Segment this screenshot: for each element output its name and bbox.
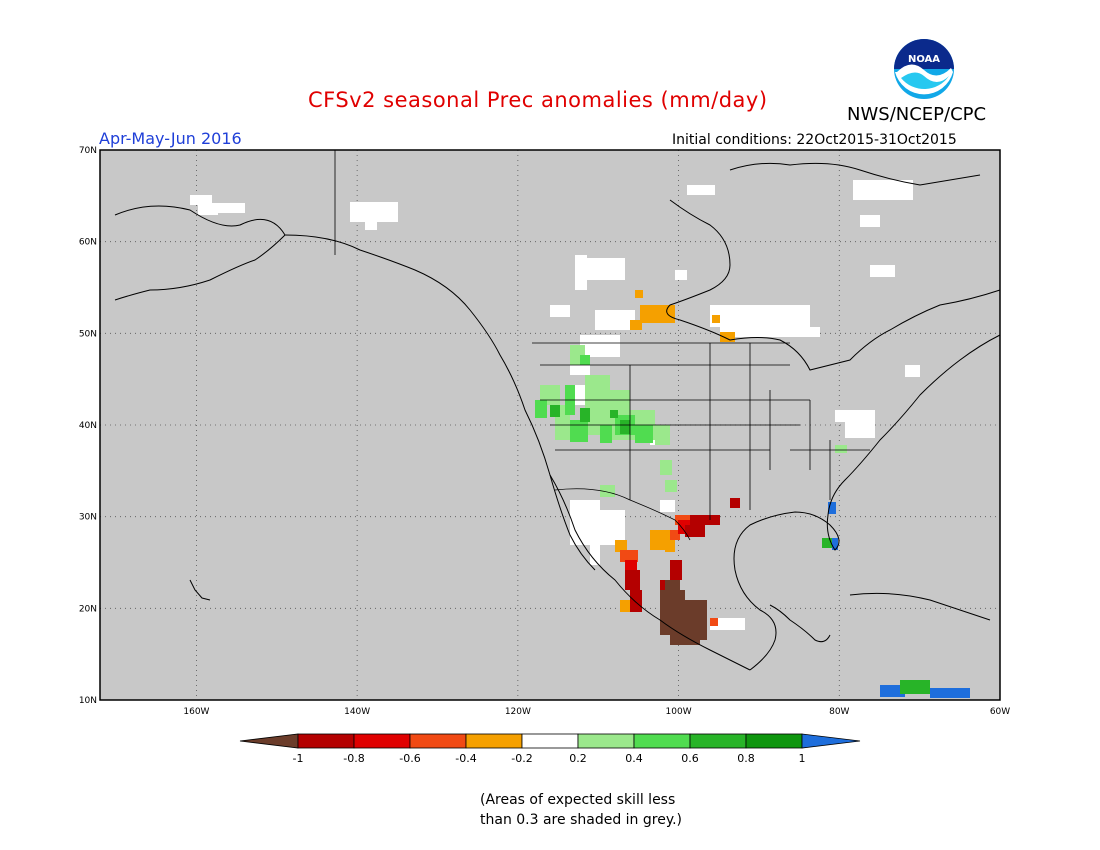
legend-box <box>689 733 747 749</box>
legend-box <box>745 733 803 749</box>
logo-text: NOAA <box>908 54 940 65</box>
legend-label: 0.6 <box>681 752 699 765</box>
lat-tick-label: 50N <box>79 329 97 339</box>
legend-arrow-high <box>801 733 861 749</box>
legend-label: -0.2 <box>511 752 532 765</box>
axis-labels: 160W 140W 120W 100W 80W 60W 70N 60N 50N 40N 30N 20N… <box>79 146 1010 717</box>
legend-label: 1 <box>799 752 806 765</box>
precip-anomaly-map: 160W 140W 120W 100W 80W 60W 70N 60N 50N 40N 30N 20N… <box>79 146 1010 717</box>
lon-tick-label: 100W <box>666 707 692 717</box>
legend-box <box>577 733 635 749</box>
lat-tick-label: 30N <box>79 513 97 523</box>
lat-tick-label: 60N <box>79 238 97 248</box>
chart-title: CFSv2 seasonal Prec anomalies (mm/day) <box>308 88 768 112</box>
lat-tick-label: 70N <box>79 146 97 156</box>
legend-label: -0.8 <box>343 752 364 765</box>
skill-note-line2: than 0.3 are shaded in grey.) <box>480 812 683 828</box>
lon-tick-label: 160W <box>183 707 209 717</box>
legend-label: 0.4 <box>625 752 643 765</box>
noaa-logo-icon: NOAA <box>894 39 954 99</box>
legend-label: -0.6 <box>399 752 420 765</box>
legend-box <box>521 733 579 749</box>
legend-box <box>465 733 523 749</box>
legend-box <box>353 733 411 749</box>
legend-box <box>297 733 355 749</box>
lat-tick-label: 10N <box>79 696 97 706</box>
lon-tick-label: 120W <box>505 707 531 717</box>
borders <box>334 150 870 541</box>
legend-label: -0.4 <box>455 752 476 765</box>
lat-tick-label: 20N <box>79 604 97 614</box>
legend-arrow-low <box>239 733 299 749</box>
legend-label: 0.8 <box>737 752 755 765</box>
lat-tick-label: 40N <box>79 421 97 431</box>
lon-tick-label: 60W <box>990 707 1010 717</box>
legend-label: 0.2 <box>569 752 587 765</box>
legend-box <box>633 733 691 749</box>
coastlines <box>114 162 1001 671</box>
map-border <box>99 149 1001 701</box>
season-label: Apr-May-Jun 2016 <box>99 129 242 148</box>
initial-conditions-label: Initial conditions: 22Oct2015-31Oct2015 <box>672 132 957 148</box>
legend-label: -1 <box>293 752 304 765</box>
lon-tick-label: 140W <box>344 707 370 717</box>
skill-note-line1: (Areas of expected skill less <box>480 792 676 808</box>
lon-tick-label: 80W <box>829 707 849 717</box>
legend-box <box>409 733 467 749</box>
noaa-logo: NOAA <box>893 38 955 100</box>
color-legend: -1 -0.8 -0.6 -0.4 -0.2 0.2 0.4 0.6 0.8 1 <box>239 733 861 765</box>
agency-label: NWS/NCEP/CPC <box>847 104 987 125</box>
